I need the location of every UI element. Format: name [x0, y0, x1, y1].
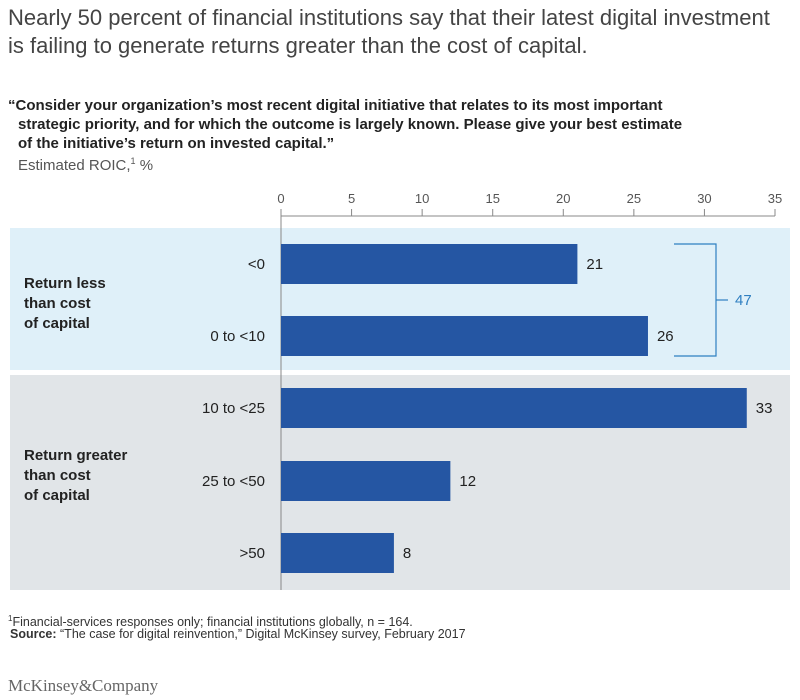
unit-label: Estimated ROIC,1 % [18, 156, 153, 174]
x-tick-label: 35 [768, 191, 782, 206]
bar [281, 244, 578, 284]
question-line-1: “Consider your organization’s most recen… [8, 97, 663, 114]
x-tick-label: 20 [556, 191, 570, 206]
category-label: <0 [248, 256, 265, 273]
bar-value-label: 12 [459, 473, 476, 490]
bar [281, 533, 394, 573]
group-label-line: of capital [24, 315, 90, 332]
unit-text: Estimated ROIC, [18, 157, 131, 174]
x-tick-label: 15 [485, 191, 499, 206]
category-label: 0 to <10 [210, 328, 265, 345]
footnote: 1Financial-services responses only; fina… [8, 610, 413, 631]
x-tick-label: 5 [348, 191, 355, 206]
bar [281, 388, 747, 428]
group-label-line: Return greater [24, 447, 128, 464]
category-label: 25 to <50 [202, 473, 265, 490]
x-tick-label: 10 [415, 191, 429, 206]
source-text: “The case for digital reinvention,” Digi… [56, 627, 466, 641]
bar-value-label: 26 [657, 328, 674, 345]
x-tick-label: 0 [277, 191, 284, 206]
group-label-line: of capital [24, 487, 90, 504]
footnote-mark: 1 [8, 614, 13, 623]
bar [281, 316, 648, 356]
category-label: 10 to <25 [202, 400, 265, 417]
bar-value-label: 21 [586, 256, 603, 273]
question-line-2: strategic priority, and for which the ou… [18, 116, 683, 133]
group-label-line: than cost [24, 467, 91, 484]
question-line-3: of the initiative’s return on invested c… [18, 135, 335, 152]
group-label-line: than cost [24, 295, 91, 312]
unit-footnote-mark: 1 [130, 156, 136, 166]
headline: Nearly 50 percent of financial instituti… [8, 5, 770, 58]
bar-value-label: 33 [756, 400, 773, 417]
survey-question: “Consider your organization’s most recen… [8, 96, 788, 153]
category-label: >50 [240, 545, 265, 562]
group-label-line: Return less [24, 275, 106, 292]
x-tick-label: 30 [697, 191, 711, 206]
bar-value-label: 8 [403, 545, 411, 562]
footnote-text: Financial-services responses only; finan… [12, 615, 413, 630]
source-label: Source: [10, 627, 57, 641]
company-logo: McKinsey&Company [8, 676, 159, 695]
bar [281, 461, 451, 501]
source-line: Source: “The case for digital reinventio… [10, 627, 466, 641]
unit-suffix: % [135, 157, 154, 174]
bracket-total-label: 47 [735, 292, 752, 309]
x-tick-label: 25 [627, 191, 641, 206]
